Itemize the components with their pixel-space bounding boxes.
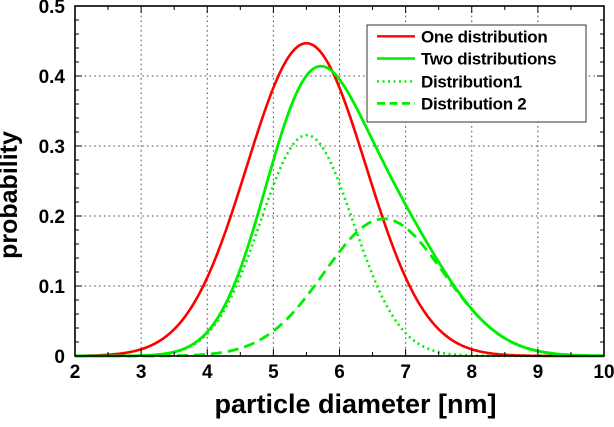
svg-text:2: 2 xyxy=(70,362,81,383)
svg-text:0.1: 0.1 xyxy=(39,277,66,298)
svg-text:Distribution 2: Distribution 2 xyxy=(421,94,526,113)
svg-text:0.2: 0.2 xyxy=(39,207,65,228)
svg-text:3: 3 xyxy=(136,362,147,383)
svg-text:6: 6 xyxy=(334,362,345,383)
svg-text:0: 0 xyxy=(54,347,65,368)
svg-text:particle diameter [nm]: particle diameter [nm] xyxy=(214,389,496,419)
svg-text:0.3: 0.3 xyxy=(39,137,65,158)
svg-text:0.4: 0.4 xyxy=(39,67,66,88)
svg-text:One distribution: One distribution xyxy=(421,27,547,46)
svg-text:4: 4 xyxy=(202,362,213,383)
svg-text:Two distributions: Two distributions xyxy=(421,50,556,69)
svg-text:probability: probability xyxy=(0,131,23,259)
svg-text:5: 5 xyxy=(268,362,279,383)
svg-text:10: 10 xyxy=(593,362,614,383)
svg-text:8: 8 xyxy=(466,362,477,383)
svg-text:0.5: 0.5 xyxy=(39,0,66,18)
svg-text:9: 9 xyxy=(533,362,544,383)
svg-text:Distribution1: Distribution1 xyxy=(421,72,522,91)
svg-text:7: 7 xyxy=(400,362,411,383)
